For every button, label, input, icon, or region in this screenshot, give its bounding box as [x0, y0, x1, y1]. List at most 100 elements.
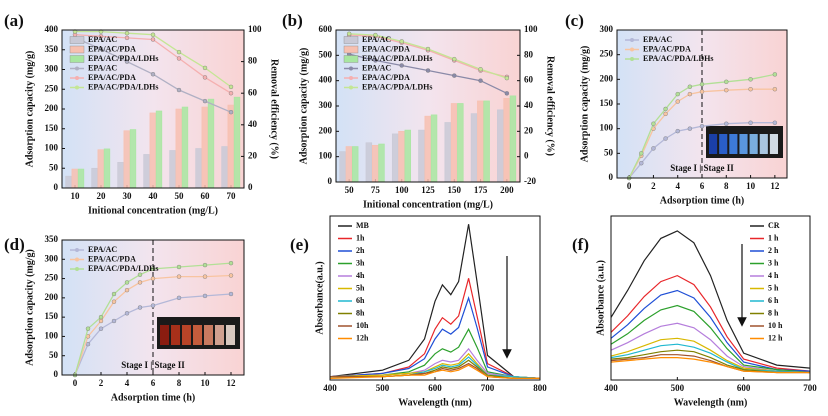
bar [457, 103, 464, 183]
x-axis-label: Adsorption time (h) [111, 392, 195, 403]
x-tick-label: 700 [481, 383, 495, 393]
legend-label: EPA/AC/PDA [88, 73, 136, 82]
series-marker [452, 56, 457, 62]
inset-vial [729, 134, 738, 154]
series-marker [724, 121, 729, 126]
x-tick-label: 75 [371, 185, 381, 195]
series-marker [724, 79, 729, 85]
bar [339, 151, 346, 183]
bar [143, 154, 150, 189]
series-marker [452, 73, 457, 78]
series-marker [124, 280, 130, 285]
legend-swatch [69, 45, 85, 54]
series-line [610, 230, 811, 369]
series-marker [124, 30, 130, 36]
legend-label: 6 h [768, 296, 779, 305]
series-line [610, 357, 810, 374]
legend-label: EPA/AC/PDA [362, 44, 410, 53]
series-marker [150, 72, 156, 77]
y-tick-label: 300 [45, 253, 59, 263]
bar [371, 144, 379, 183]
panel-label: (e) [290, 235, 309, 254]
bar [391, 133, 399, 183]
series-marker [504, 75, 510, 81]
legend-swatch [343, 45, 359, 54]
series-line [329, 327, 541, 379]
y2-tick-label: 0 [524, 151, 529, 161]
legend-label: 8 h [768, 308, 779, 317]
series-marker [478, 78, 483, 83]
legend-label: CR [768, 221, 780, 230]
legend-marker [75, 267, 79, 271]
bar [418, 129, 425, 183]
legend-swatch [69, 36, 85, 44]
legend-label: 5h [356, 283, 365, 292]
x-tick-label: 40 [149, 191, 159, 201]
legend-swatch [69, 55, 85, 63]
series-marker [150, 37, 156, 42]
bar [444, 122, 451, 183]
series-marker [85, 326, 91, 331]
x-axis-label: Initional concentration (mg/L) [363, 199, 493, 210]
y-tick-label: 0 [328, 176, 333, 186]
x-tick-label: 2 [651, 181, 656, 191]
y-tick-label: 250 [45, 273, 59, 283]
bar [103, 148, 111, 189]
legend-label: 10h [356, 321, 369, 330]
series-marker [373, 58, 378, 63]
y2-tick-label: 40 [248, 119, 258, 129]
x-tick-label: 70 [227, 191, 237, 201]
series-line [610, 349, 810, 374]
x-tick-label: 50 [175, 191, 185, 201]
y-tick-label: 150 [45, 123, 59, 133]
legend-marker [75, 248, 79, 252]
x-tick-label: 8 [177, 378, 182, 388]
x-tick-label: 6 [151, 378, 156, 388]
series-line [74, 274, 232, 376]
series-line [610, 274, 811, 372]
x-tick-label: 2 [99, 378, 104, 388]
y-tick-label: 0 [54, 182, 59, 192]
series-marker [176, 56, 182, 61]
series-line [329, 224, 541, 379]
series-marker [137, 305, 143, 310]
series-marker [150, 303, 156, 308]
bar [195, 148, 202, 189]
x-axis-label: Wavelength (nm) [398, 397, 472, 408]
series-marker [687, 84, 693, 89]
bar [129, 129, 137, 189]
series-line [329, 295, 541, 379]
inset-vial [226, 325, 235, 345]
legend-label: EPA/AC [362, 35, 391, 44]
series-marker [675, 128, 680, 134]
x-tick-label: 10 [746, 181, 756, 191]
bar [345, 146, 353, 183]
series-line [610, 322, 811, 374]
x-axis-label: Adsorption time (h) [660, 195, 744, 206]
legend-label: EPA/AC/PDA/LDHs [362, 82, 433, 91]
legend-label: EPA/AC [88, 63, 117, 72]
plot-frame [329, 215, 541, 381]
y2-tick-label: 20 [524, 125, 534, 135]
y-tick-label: 250 [45, 83, 59, 93]
x-tick-label: 100 [395, 185, 409, 195]
bar [65, 175, 72, 189]
bar [477, 100, 484, 183]
y-tick-label: 300 [319, 100, 333, 110]
legend-label: EPA/AC/PDA/LDHs [88, 54, 159, 63]
x-tick-label: 400 [323, 383, 337, 393]
x-tick-label: 0 [627, 181, 632, 191]
series-marker [228, 273, 234, 278]
series-line [610, 304, 811, 374]
legend-label: 3h [356, 258, 365, 267]
series-line [74, 262, 232, 376]
series-marker [663, 136, 668, 141]
y2-axis-label: Removal efficiency (%) [269, 59, 280, 159]
y2-tick-label: -20 [524, 176, 536, 186]
series-marker [124, 311, 130, 316]
legend-label: EPA/AC/PDA [88, 254, 136, 263]
series-marker [772, 72, 778, 77]
y-tick-label: 200 [45, 103, 59, 113]
x-tick-label: 60 [201, 191, 211, 201]
inset-vial [171, 325, 180, 345]
